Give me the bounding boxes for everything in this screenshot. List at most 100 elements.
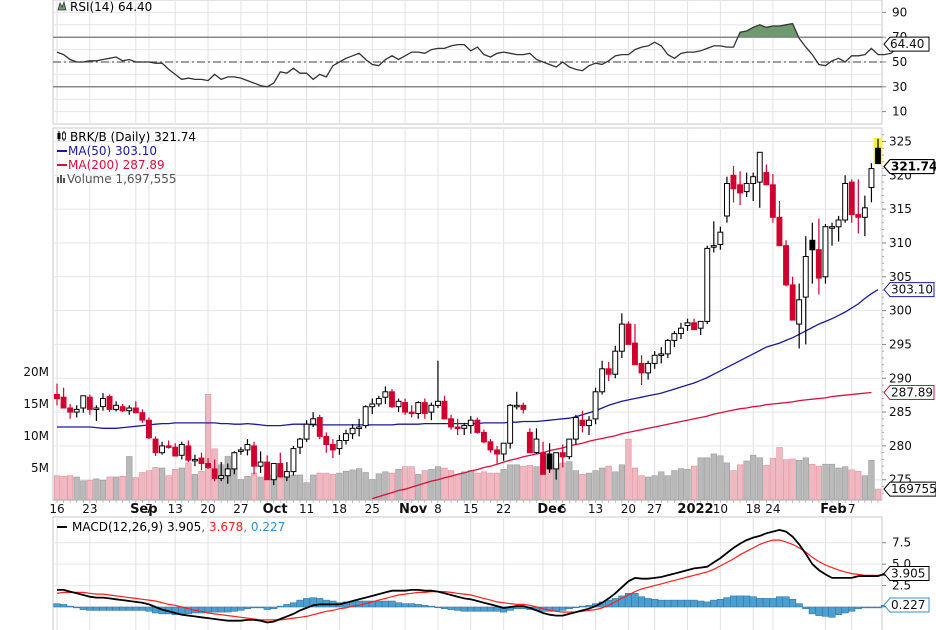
- price-title: BRK/B (Daily) 321.74: [70, 130, 196, 144]
- volume-bar: [304, 483, 310, 500]
- macd-histogram-bar: [303, 598, 310, 607]
- macd-histogram-bar: [106, 607, 113, 610]
- volume-bar: [61, 476, 67, 500]
- x-tick-label: 22: [496, 502, 511, 516]
- candle-body: [337, 441, 342, 449]
- volume-bar: [337, 473, 343, 500]
- price-tick-label: 290: [889, 371, 912, 385]
- macd-histogram-bar: [264, 607, 271, 610]
- macd-histogram-bar: [67, 606, 74, 607]
- macd-histogram-bar: [251, 607, 258, 608]
- volume-bar: [803, 458, 809, 500]
- macd-histogram-bar: [671, 600, 678, 607]
- candlestick: [527, 428, 532, 452]
- candle-body: [403, 403, 408, 413]
- macd-histogram-bar: [743, 596, 750, 607]
- volume-y-axis: 20M 15M 10M 5M: [23, 365, 49, 475]
- macd-histogram-bar: [868, 607, 875, 608]
- candle-body: [508, 405, 513, 443]
- volume-bar: [567, 462, 573, 500]
- macd-histogram-bar: [665, 600, 672, 607]
- candle-body: [140, 413, 145, 420]
- volume-bar: [507, 465, 513, 500]
- macd-histogram-bar: [737, 596, 744, 607]
- volume-bar: [770, 458, 776, 500]
- macd-histogram-bar: [93, 607, 100, 610]
- candle-body: [74, 409, 79, 412]
- x-tick-label: 11: [299, 502, 314, 516]
- volume-bar: [435, 467, 441, 500]
- volume-bar: [527, 465, 533, 500]
- candle-body: [639, 363, 644, 373]
- candle-body: [862, 208, 867, 218]
- price-panel-frame: [53, 128, 882, 500]
- macd-tick-label: 7.5: [892, 536, 911, 550]
- macd-histogram-bar: [816, 607, 823, 616]
- volume-bar: [166, 476, 172, 500]
- candle-body: [482, 432, 487, 442]
- volume-bar: [606, 466, 612, 500]
- macd-histogram-bar: [441, 607, 448, 609]
- candle-body: [245, 445, 250, 450]
- macd-histogram-bar: [638, 597, 645, 607]
- rsi-tick-label: 30: [892, 80, 907, 94]
- macd-histogram-bar: [428, 606, 435, 607]
- candle-body: [836, 220, 841, 227]
- macd-histogram-bar: [704, 602, 711, 607]
- candle-body: [849, 182, 854, 215]
- volume-bar: [297, 475, 303, 500]
- candle-body: [495, 450, 500, 454]
- candlestick: [593, 388, 598, 425]
- candle-body: [757, 152, 762, 182]
- macd-histogram-bar: [645, 598, 652, 607]
- macd-histogram-bar: [231, 607, 238, 611]
- candle-body: [685, 323, 690, 326]
- x-tick-label: 10: [713, 502, 728, 516]
- volume-bar: [711, 454, 717, 500]
- candle-body: [153, 439, 158, 453]
- volume-bar: [757, 458, 763, 500]
- x-tick-label: 15: [463, 502, 478, 516]
- x-tick-label: Oct: [263, 502, 288, 517]
- volume-bar: [875, 489, 881, 500]
- candle-body: [94, 408, 99, 410]
- volume-bar: [100, 480, 106, 500]
- macd-histogram-bar: [100, 607, 107, 610]
- x-tick-label: 18: [746, 502, 761, 516]
- volume-bar: [127, 457, 133, 501]
- volume-bar: [494, 473, 500, 500]
- x-tick-label: 27: [233, 502, 248, 516]
- macd-histogram-bar: [454, 607, 461, 610]
- macd-legend-signal: , 3.678: [201, 520, 243, 534]
- candlestick: [567, 439, 572, 459]
- candle-body: [646, 363, 651, 373]
- candle-body: [554, 453, 559, 469]
- candle-body: [298, 439, 303, 447]
- volume-bar: [750, 455, 756, 500]
- candle-body: [600, 369, 605, 392]
- candle-body: [672, 334, 677, 341]
- rsi-last-value: 64.40: [890, 37, 924, 51]
- volume-bar: [514, 465, 520, 500]
- candle-body: [166, 446, 171, 448]
- candle-body: [567, 439, 572, 457]
- volume-bar: [619, 465, 625, 500]
- macd-histogram-bar: [461, 607, 468, 611]
- candle-body: [541, 453, 546, 475]
- candle-body: [383, 392, 388, 397]
- macd-panel: 7.55.02.5 MACD(12,26,9) 3.905, 3.678, 0.…: [53, 517, 929, 630]
- volume-bar: [599, 468, 605, 500]
- date-x-axis: 16 23 Sep7 13 20 27 Oct 11 18 25 Nov 8 15 22 Dec6 13 20 2…: [49, 500, 882, 517]
- macd-histogram-bar: [730, 596, 737, 607]
- rsi-legend: RSI(14) 64.40: [58, 0, 152, 14]
- x-tick-label: 20: [200, 502, 215, 516]
- volume-bar: [475, 473, 481, 500]
- candle-body: [330, 445, 335, 450]
- macd-histogram-bar: [586, 605, 593, 607]
- candle-body: [573, 418, 578, 440]
- macd-histogram-bar: [842, 607, 849, 613]
- macd-histogram-bar: [146, 607, 153, 611]
- volume-bar: [356, 469, 362, 500]
- macd-histogram-bar: [73, 607, 80, 608]
- volume-bar: [238, 480, 244, 501]
